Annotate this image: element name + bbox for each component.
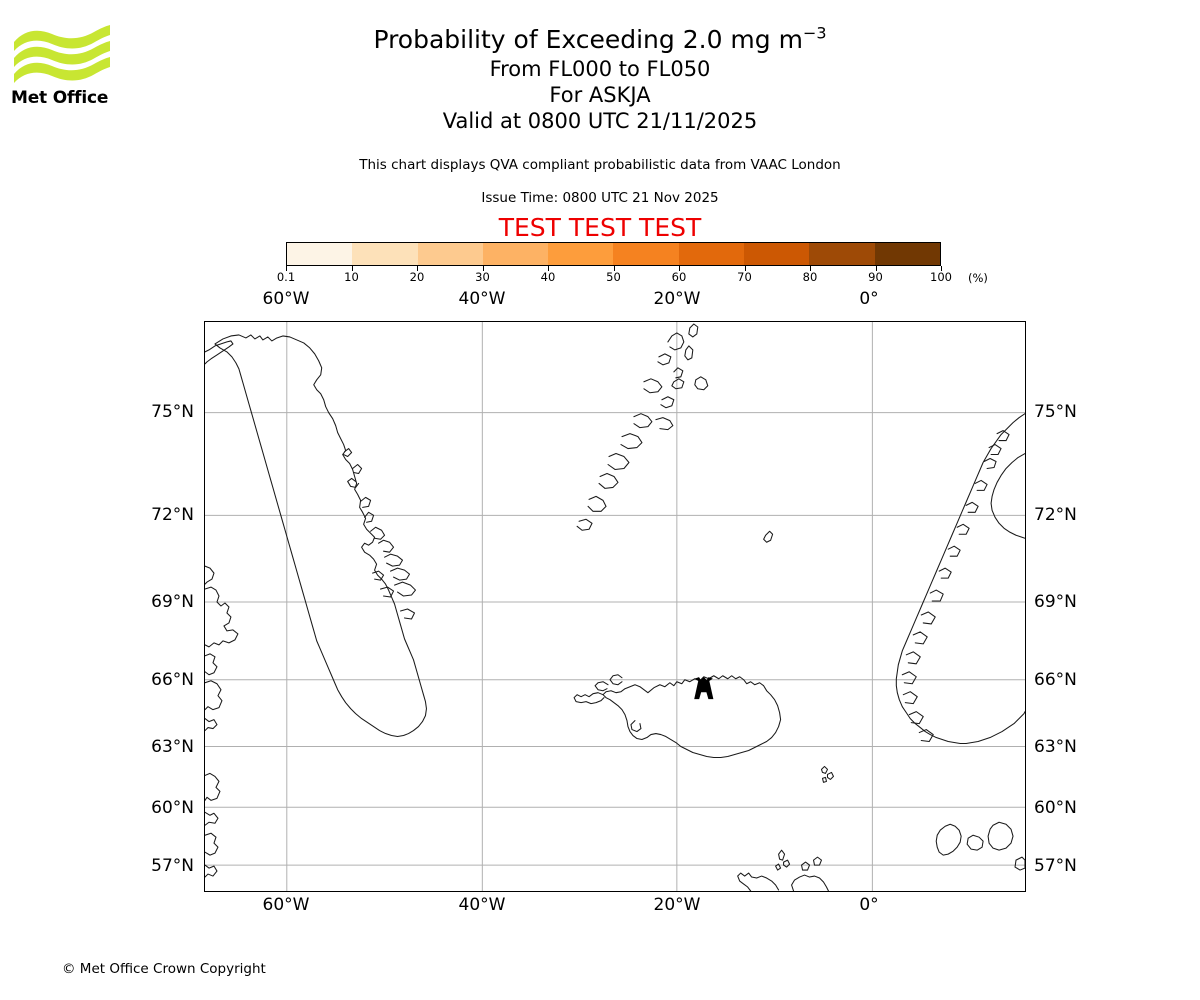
lat-label-left-69n: 69°N (151, 592, 194, 612)
colorbar-tick-9 (875, 266, 877, 271)
colorbar-segment-3 (482, 243, 549, 265)
coastline-faroe-islands (820, 765, 834, 783)
colorbar-label-40: 40 (540, 270, 556, 284)
colorbar-label-70: 70 (737, 270, 752, 284)
coastline-norway-fjords (901, 430, 1010, 743)
lat-label-right-69n: 69°N (1034, 592, 1077, 612)
lat-label-left-66n: 66°N (151, 670, 194, 690)
test-banner: TEST TEST TEST (498, 213, 702, 242)
lat-label-left-72n: 72°N (151, 505, 194, 525)
colorbar-segment-0 (287, 243, 353, 265)
page-title: Probability of Exceeding 2.0 mg m−3 (0, 24, 1200, 56)
lat-label-right-72n: 72°N (1034, 505, 1077, 525)
lat-label-right-66n: 66°N (1034, 670, 1077, 690)
lat-label-right-57n: 57°N (1034, 856, 1077, 876)
colorbar-label-50: 50 (606, 270, 621, 284)
colorbar-tick-1 (351, 266, 353, 271)
coastline-denmark (935, 821, 1025, 871)
graticule (205, 322, 1025, 891)
met-office-waves-icon (14, 25, 110, 83)
copyright-notice: © Met Office Crown Copyright (62, 961, 266, 977)
colorbar-label-100: 100 (930, 270, 952, 284)
lon-label-top-40w: 40°W (458, 289, 506, 309)
lon-label-top-60w: 60°W (262, 289, 310, 309)
colorbar-label-80: 80 (802, 270, 818, 284)
colorbar-ticks (286, 266, 942, 272)
coastline-jan-mayen (763, 530, 774, 543)
colorbar-tick-8 (810, 266, 811, 271)
colorbar-tick-5 (613, 266, 615, 271)
coastline-scotland (737, 856, 830, 891)
lat-label-left-57n: 57°N (151, 856, 194, 876)
colorbar-segment-9 (874, 243, 940, 265)
lat-label-right-75n: 75°N (1034, 402, 1077, 422)
coastline-shetland (775, 849, 791, 871)
lon-label-bottom-20w: 20°W (653, 895, 701, 915)
colorbar-segment-5 (613, 243, 679, 265)
coastline-canada (205, 340, 239, 878)
colorbar-label-60: 60 (671, 270, 687, 284)
lat-label-right-60n: 60°N (1034, 798, 1077, 818)
colorbar-label-10: 10 (344, 270, 359, 284)
colorbar-tick-7 (744, 266, 746, 271)
lat-label-left-63n: 63°N (151, 737, 194, 757)
map-plot-area[interactable] (204, 321, 1026, 892)
title-block: Probability of Exceeding 2.0 mg m−3 From… (0, 24, 1200, 134)
colorbar-segment-4 (548, 243, 614, 265)
lon-label-bottom-60w: 60°W (262, 895, 310, 915)
coastline-greenland-ne-islands (671, 323, 709, 391)
colorbar-units-label: (%) (968, 271, 988, 285)
colorbar-label-30: 30 (475, 270, 490, 284)
colorbar-segment-7 (744, 243, 810, 265)
colorbar-tick-2 (417, 266, 418, 271)
issue-time-label: Issue Time: 0800 UTC 21 Nov 2025 (481, 190, 719, 206)
coastline-greenland (214, 334, 427, 738)
lat-label-left-75n: 75°N (151, 402, 194, 422)
coastline-greenland-east-fjords (576, 332, 685, 531)
colorbar-label-90: 90 (868, 270, 883, 284)
lon-label-top-0: 0° (859, 289, 879, 309)
colorbar-segment-8 (809, 243, 875, 265)
probability-colorbar (286, 242, 941, 266)
colorbar-label-0.1: 0.1 (276, 270, 296, 284)
askja-volcano-marker (694, 677, 714, 700)
colorbar-label-20: 20 (409, 270, 425, 284)
colorbar-segment-2 (417, 243, 483, 265)
colorbar-segment-6 (678, 243, 745, 265)
page-title-exponent: −3 (802, 23, 827, 43)
lon-label-bottom-40w: 40°W (458, 895, 506, 915)
valid-time-subtitle: Valid at 0800 UTC 21/11/2025 (442, 109, 758, 133)
lon-label-bottom-0: 0° (859, 895, 879, 915)
colorbar-segment-1 (352, 243, 418, 265)
colorbar-tick-6 (679, 266, 680, 271)
lat-label-right-63n: 63°N (1034, 737, 1077, 757)
colorbar-tick-4 (548, 266, 549, 271)
colorbar-tick-10 (941, 266, 942, 271)
page-title-text: Probability of Exceeding 2.0 mg m (373, 25, 803, 54)
lon-label-top-20w: 20°W (653, 289, 701, 309)
coastline-greenland-fjords (343, 448, 417, 620)
lat-label-left-60n: 60°N (151, 798, 194, 818)
map-canvas (205, 322, 1025, 891)
colorbar-tick-0 (286, 266, 287, 271)
coastline-norway (895, 413, 1025, 745)
qva-note: This chart displays QVA compliant probab… (359, 157, 841, 173)
met-office-logo (12, 22, 112, 114)
met-office-wordmark: Met Office (11, 88, 109, 108)
volcano-subtitle: For ASKJA (549, 83, 651, 107)
flight-level-subtitle: From FL000 to FL050 (489, 57, 711, 81)
colorbar-tick-3 (482, 266, 484, 271)
